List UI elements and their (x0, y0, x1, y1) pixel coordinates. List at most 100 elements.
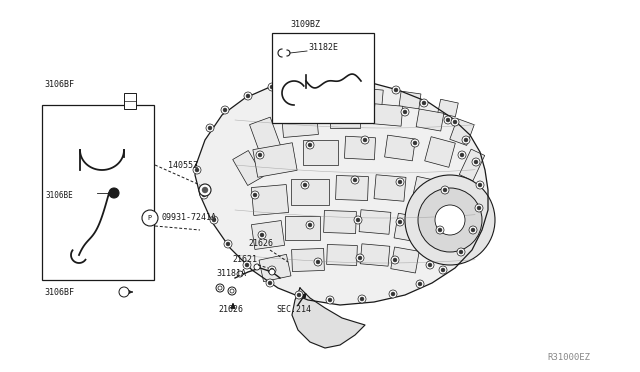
Circle shape (202, 193, 206, 197)
Text: R31000EZ: R31000EZ (547, 353, 590, 362)
Circle shape (394, 88, 398, 92)
Bar (259, 254, 291, 282)
Bar (412, 176, 444, 208)
Bar (394, 213, 426, 243)
Text: 21626: 21626 (218, 305, 243, 314)
Circle shape (356, 254, 364, 262)
Circle shape (354, 216, 362, 224)
Circle shape (472, 158, 480, 166)
Circle shape (451, 118, 459, 126)
Circle shape (389, 290, 397, 298)
Circle shape (119, 287, 129, 297)
Circle shape (416, 280, 424, 288)
Circle shape (474, 160, 478, 164)
Circle shape (296, 78, 304, 86)
Circle shape (426, 261, 434, 269)
Circle shape (403, 110, 407, 114)
Circle shape (363, 80, 367, 84)
Text: SEC.214: SEC.214 (276, 305, 311, 314)
Text: 21621: 21621 (232, 255, 257, 264)
Circle shape (218, 286, 222, 290)
Circle shape (444, 116, 452, 124)
Bar (335, 176, 369, 201)
Bar (291, 179, 329, 205)
Circle shape (308, 143, 312, 147)
Circle shape (142, 210, 158, 226)
Circle shape (401, 108, 409, 116)
Circle shape (268, 83, 276, 91)
Circle shape (251, 191, 259, 199)
Circle shape (200, 191, 208, 199)
Bar (360, 244, 390, 266)
Circle shape (298, 80, 302, 84)
Circle shape (418, 282, 422, 286)
Circle shape (398, 220, 402, 224)
Circle shape (109, 188, 119, 198)
Circle shape (396, 178, 404, 186)
Circle shape (230, 289, 234, 293)
Bar (253, 143, 297, 177)
Circle shape (308, 223, 312, 227)
Circle shape (270, 268, 274, 272)
Bar (324, 211, 356, 234)
Circle shape (237, 271, 243, 277)
Circle shape (295, 291, 303, 299)
Circle shape (328, 76, 336, 84)
Circle shape (458, 151, 466, 159)
Circle shape (358, 256, 362, 260)
Circle shape (326, 296, 334, 304)
Circle shape (351, 176, 359, 184)
Circle shape (206, 124, 214, 132)
Circle shape (330, 78, 334, 82)
Bar (233, 151, 263, 186)
Bar (282, 112, 318, 138)
Circle shape (224, 240, 232, 248)
Text: 21626: 21626 (248, 239, 273, 248)
Circle shape (199, 184, 211, 196)
Circle shape (226, 242, 230, 246)
Circle shape (314, 258, 322, 266)
Bar (447, 185, 474, 219)
Circle shape (418, 188, 482, 252)
Circle shape (398, 180, 402, 184)
Circle shape (210, 216, 218, 224)
Circle shape (281, 111, 289, 119)
Bar (374, 175, 406, 201)
Circle shape (453, 120, 457, 124)
Circle shape (464, 138, 468, 142)
Text: 3109BZ: 3109BZ (290, 20, 320, 29)
Circle shape (223, 108, 227, 112)
Text: 3106BF: 3106BF (44, 80, 74, 89)
Circle shape (216, 284, 224, 292)
Bar (460, 149, 484, 181)
Circle shape (459, 250, 463, 254)
Circle shape (256, 151, 264, 159)
Circle shape (475, 204, 483, 212)
Circle shape (243, 261, 251, 269)
Circle shape (438, 228, 442, 232)
Bar (292, 248, 324, 272)
Bar (250, 117, 280, 153)
Circle shape (253, 193, 257, 197)
Circle shape (306, 141, 314, 149)
Circle shape (358, 295, 366, 303)
Circle shape (405, 175, 495, 265)
Circle shape (396, 218, 404, 226)
Circle shape (260, 233, 264, 237)
Circle shape (441, 268, 445, 272)
Circle shape (428, 263, 432, 267)
Circle shape (195, 168, 199, 172)
Bar (356, 88, 383, 108)
Circle shape (258, 231, 266, 239)
Circle shape (356, 218, 360, 222)
Bar (450, 119, 474, 145)
Circle shape (221, 106, 229, 114)
Bar (252, 185, 289, 215)
Text: P: P (148, 215, 152, 221)
Bar (274, 98, 306, 122)
Circle shape (244, 92, 252, 100)
Circle shape (446, 118, 450, 122)
Circle shape (478, 183, 482, 187)
Circle shape (246, 94, 250, 98)
Circle shape (460, 153, 464, 157)
